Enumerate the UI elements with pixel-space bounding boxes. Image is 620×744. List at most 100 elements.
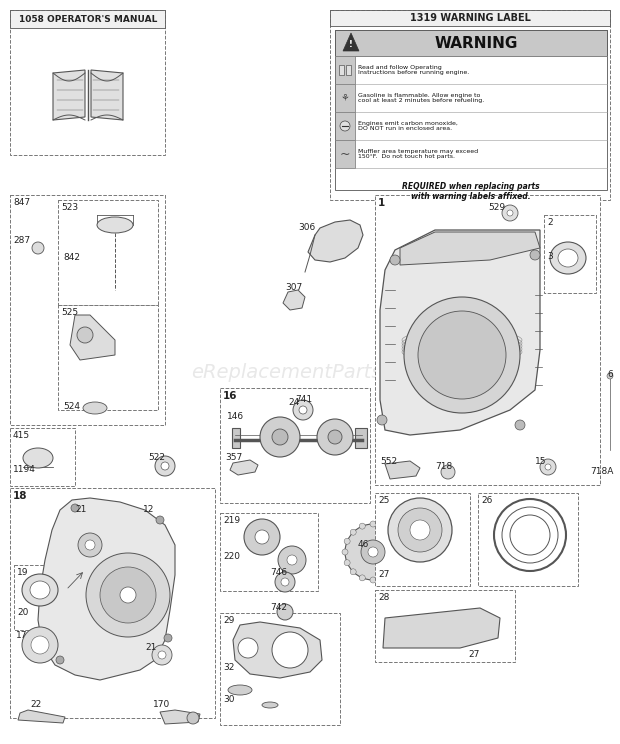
Text: Gasoline is flammable. Allow engine to
cool at least 2 minutes before refueling.: Gasoline is flammable. Allow engine to c… [358,92,484,103]
Text: 529: 529 [488,203,505,212]
Bar [544,215,596,293]
Text: 30: 30 [223,695,234,704]
Circle shape [390,529,396,535]
Ellipse shape [558,249,578,267]
Text: 27: 27 [468,650,479,659]
Text: 27: 27 [378,570,389,579]
Text: 6: 6 [607,370,613,379]
Bar [10,10,165,28]
Polygon shape [380,230,540,435]
Text: REQUIRED when replacing parts
with warning labels affixed.: REQUIRED when replacing parts with warni… [402,182,540,202]
Circle shape [187,712,199,724]
Bar [355,428,367,448]
Circle shape [381,523,387,529]
Polygon shape [38,498,175,680]
Text: 524: 524 [63,402,80,411]
Text: 46: 46 [358,540,370,549]
Circle shape [398,508,442,552]
Text: Muffler area temperature may exceed
150°F.  Do not touch hot parts.: Muffler area temperature may exceed 150°… [358,149,478,159]
Bar [335,56,355,84]
Circle shape [164,634,172,642]
Circle shape [368,547,378,557]
Circle shape [350,529,356,535]
Circle shape [441,465,455,479]
Circle shape [152,645,172,665]
Text: 742: 742 [270,603,287,612]
Text: 170: 170 [153,700,170,709]
Circle shape [275,572,295,592]
Polygon shape [18,710,65,723]
Circle shape [272,429,288,445]
Text: 1: 1 [378,198,385,208]
Text: 12: 12 [143,505,154,514]
Bar [58,200,158,305]
Circle shape [345,524,401,580]
Polygon shape [91,70,123,120]
Circle shape [530,250,540,260]
Text: Engines emit carbon monoxide,
DO NOT run in enclosed area.: Engines emit carbon monoxide, DO NOT run… [358,121,458,132]
Circle shape [56,656,64,664]
Circle shape [260,417,300,457]
Polygon shape [385,461,420,479]
Text: 28: 28 [378,593,389,602]
Ellipse shape [262,702,278,708]
Bar [375,590,515,662]
Ellipse shape [22,574,58,606]
Text: 29: 29 [223,616,234,625]
Circle shape [396,539,402,545]
Circle shape [281,578,289,586]
Circle shape [390,255,400,265]
Text: 306: 306 [298,223,315,232]
Polygon shape [230,460,258,475]
Text: eReplacementParts.com: eReplacementParts.com [191,362,429,382]
Bar [339,65,344,75]
Ellipse shape [550,242,586,274]
Circle shape [359,523,365,529]
Circle shape [244,519,280,555]
Circle shape [255,530,269,544]
Bar [330,10,610,200]
Circle shape [277,604,293,620]
Circle shape [507,210,513,216]
Polygon shape [308,220,363,262]
Text: 552: 552 [380,457,397,466]
Circle shape [317,419,353,455]
Text: WARNING: WARNING [435,36,518,51]
Text: 415: 415 [13,431,30,440]
Circle shape [86,553,170,637]
Text: ~: ~ [340,147,350,161]
Text: 741: 741 [295,395,312,404]
Text: 16: 16 [223,391,237,401]
Text: 220: 220 [223,552,240,561]
Text: Read and follow Operating
Instructions before running engine.: Read and follow Operating Instructions b… [358,65,469,75]
Circle shape [77,327,93,343]
Text: 17: 17 [16,631,27,640]
Polygon shape [70,315,115,360]
Text: 3: 3 [547,252,553,261]
Text: 219: 219 [223,516,240,525]
Text: 746: 746 [270,568,287,577]
Circle shape [361,540,385,564]
Text: 523: 523 [61,203,78,212]
Bar [220,613,340,725]
Ellipse shape [97,217,133,233]
Circle shape [607,373,613,379]
Ellipse shape [83,402,107,414]
Text: 1319 WARNING LABEL: 1319 WARNING LABEL [410,13,531,23]
Bar [375,493,470,586]
Circle shape [293,400,313,420]
Circle shape [158,651,166,659]
Bar [335,84,355,112]
Text: 24: 24 [288,398,299,407]
Text: 718A: 718A [590,467,613,476]
Circle shape [31,636,49,654]
Circle shape [342,549,348,555]
Polygon shape [160,710,200,724]
Polygon shape [53,70,85,120]
Bar [10,428,75,486]
Text: 307: 307 [285,283,302,292]
Circle shape [344,559,350,565]
Text: 1058 OPERATOR'S MANUAL: 1058 OPERATOR'S MANUAL [19,14,157,24]
Circle shape [377,415,387,425]
Bar [220,388,370,503]
